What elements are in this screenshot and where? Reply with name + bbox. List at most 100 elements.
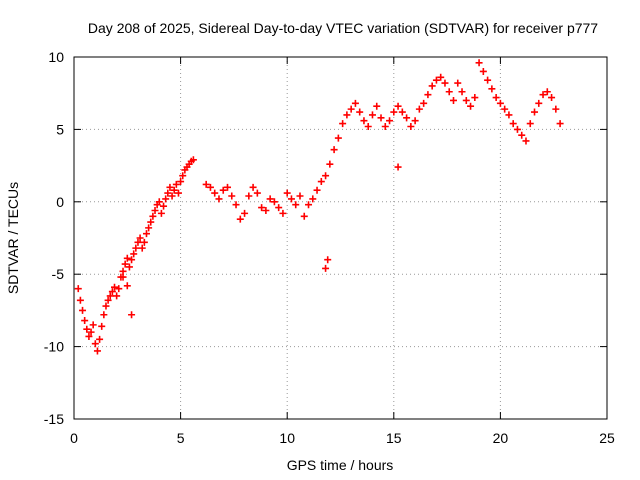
data-point — [121, 260, 129, 268]
data-point — [535, 99, 543, 107]
data-series — [74, 59, 564, 355]
data-point — [424, 91, 432, 99]
data-point — [123, 282, 131, 290]
data-point — [313, 186, 321, 194]
data-point — [467, 102, 475, 110]
data-point — [79, 306, 87, 314]
data-point — [373, 102, 381, 110]
data-point — [526, 120, 534, 128]
data-point — [279, 209, 287, 217]
data-point — [87, 328, 95, 336]
data-point — [270, 198, 278, 206]
chart-title: Day 208 of 2025, Sidereal Day-to-day VTE… — [88, 20, 598, 36]
data-point — [394, 102, 402, 110]
data-point — [377, 114, 385, 122]
data-point — [445, 88, 453, 96]
data-point — [462, 96, 470, 104]
data-point — [125, 263, 133, 271]
data-point — [364, 123, 372, 131]
data-point — [458, 88, 466, 96]
data-point — [128, 256, 136, 264]
data-point — [96, 335, 104, 343]
data-point — [91, 340, 99, 348]
data-point — [437, 73, 445, 81]
data-point — [111, 283, 119, 291]
x-axis-label: GPS time / hours — [287, 457, 394, 473]
data-point — [219, 186, 227, 194]
data-point — [509, 120, 517, 128]
data-point — [381, 123, 389, 131]
data-point — [334, 134, 342, 142]
y-tick-label: -10 — [44, 339, 64, 355]
data-point — [513, 125, 521, 133]
data-point — [531, 108, 539, 116]
x-tick-label: 15 — [386, 430, 402, 446]
data-point — [106, 292, 114, 300]
data-point — [368, 111, 376, 119]
data-point — [253, 189, 261, 197]
data-point — [108, 288, 116, 296]
data-point — [309, 195, 317, 203]
data-point — [147, 218, 155, 226]
grid-lines — [74, 57, 607, 419]
data-point — [420, 99, 428, 107]
data-point — [343, 111, 351, 119]
data-point — [142, 230, 150, 238]
data-point — [356, 108, 364, 116]
data-point — [113, 292, 121, 300]
data-point — [245, 192, 253, 200]
data-point — [518, 131, 526, 139]
data-point — [322, 172, 330, 180]
data-point — [543, 88, 551, 96]
data-point — [98, 322, 106, 330]
data-point — [179, 172, 187, 180]
data-point — [89, 321, 97, 329]
data-point — [236, 215, 244, 223]
data-point — [172, 180, 180, 188]
data-point — [505, 111, 513, 119]
data-point — [552, 105, 560, 113]
data-point — [258, 204, 266, 212]
data-point — [140, 238, 148, 246]
x-tick-label: 20 — [493, 430, 509, 446]
data-point — [330, 146, 338, 154]
data-point — [177, 178, 185, 186]
data-point — [119, 273, 127, 281]
data-point — [390, 108, 398, 116]
y-axis-label: SDTVAR / TECUs — [5, 182, 21, 294]
data-point — [83, 325, 91, 333]
data-point — [415, 105, 423, 113]
data-point — [168, 192, 176, 200]
data-point — [296, 192, 304, 200]
data-point — [249, 183, 257, 191]
plot-frame — [73, 56, 608, 420]
data-point — [407, 123, 415, 131]
data-point — [496, 99, 504, 107]
data-point — [241, 209, 249, 217]
data-point — [360, 117, 368, 125]
data-point — [76, 296, 84, 304]
data-point — [324, 256, 332, 264]
data-point — [123, 254, 131, 262]
y-tick-label: 0 — [56, 194, 64, 210]
data-point — [471, 94, 479, 102]
data-point — [275, 204, 283, 212]
data-point — [164, 189, 172, 197]
data-point — [74, 285, 82, 293]
data-point — [287, 195, 295, 203]
data-point — [224, 183, 232, 191]
data-point — [149, 212, 157, 220]
data-point — [432, 76, 440, 84]
y-tick-label: 5 — [56, 121, 64, 137]
data-point — [266, 195, 274, 203]
data-point — [145, 224, 153, 232]
data-point — [347, 105, 355, 113]
data-point — [85, 332, 93, 340]
data-point — [162, 195, 170, 203]
data-point — [155, 198, 163, 206]
data-point — [492, 94, 500, 102]
y-tick-label: -15 — [44, 411, 64, 427]
data-point — [317, 178, 325, 186]
data-point — [134, 238, 142, 246]
